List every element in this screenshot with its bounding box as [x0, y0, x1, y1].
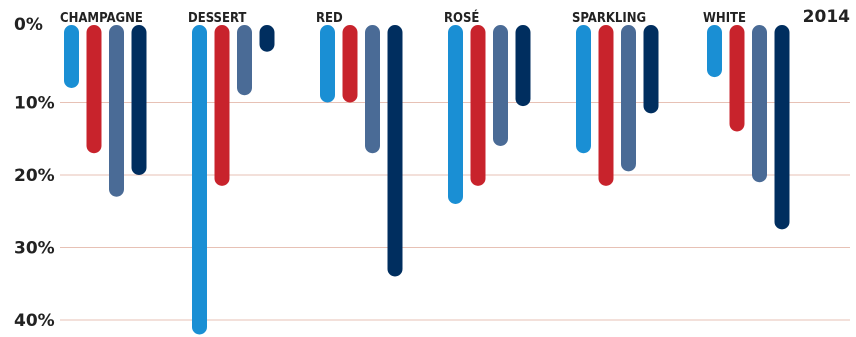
y-tick-label: 40% [14, 311, 55, 331]
bar-ros-3 [493, 25, 508, 146]
category-label: WHITE [703, 11, 746, 26]
label-layer: 0% 10% 20% 30% 40% CHAMPAGNE DESSERT RED ROSÉ SPA… [14, 10, 746, 331]
bar-red-2 [342, 25, 358, 103]
bar-champagne-4 [131, 25, 147, 175]
bar-white-3 [752, 25, 767, 183]
y-tick-label: 30% [14, 239, 55, 259]
bar-champagne-1 [64, 25, 79, 88]
bar-ros-1 [448, 25, 463, 204]
category-label: RED [316, 11, 343, 26]
category-label: SPARKLING [572, 11, 646, 26]
bar-sparkling-4 [643, 25, 659, 114]
y-tick-label: 10% [14, 94, 55, 114]
bar-champagne-2 [86, 25, 102, 154]
bar-dessert-1 [192, 25, 207, 335]
bar-red-4 [387, 25, 403, 277]
bar-sparkling-3 [621, 25, 636, 172]
bar-champagne-3 [109, 25, 124, 197]
bar-sparkling-2 [598, 25, 614, 186]
y-tick-label: 0% [14, 15, 43, 35]
bar-white-4 [774, 25, 790, 230]
bar-layer [64, 25, 790, 335]
bar-white-1 [707, 25, 722, 78]
chart-year-title: 2014 [803, 7, 850, 27]
bar-red-1 [320, 25, 335, 103]
bar-ros-2 [470, 25, 486, 186]
category-label: ROSÉ [444, 10, 479, 26]
bar-sparkling-1 [576, 25, 591, 154]
category-label: CHAMPAGNE [60, 11, 143, 26]
bar-ros-4 [515, 25, 531, 107]
bar-dessert-4 [259, 25, 275, 52]
bar-dessert-2 [214, 25, 230, 186]
bar-white-2 [729, 25, 745, 132]
bar-red-3 [365, 25, 380, 154]
y-tick-label: 20% [14, 166, 55, 186]
bar-dessert-3 [237, 25, 252, 96]
category-label: DESSERT [188, 11, 246, 26]
